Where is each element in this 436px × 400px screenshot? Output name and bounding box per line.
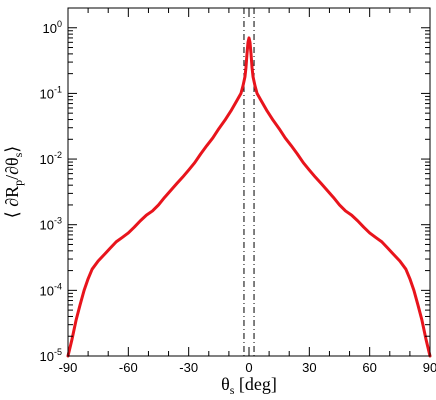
x-tick-label: -60 [119, 360, 138, 375]
y-tick-exponent: -5 [54, 347, 62, 357]
x-tick-label: -90 [59, 360, 78, 375]
curve-layer [66, 36, 432, 358]
y-tick-base: 10 [40, 283, 54, 298]
y-tick-base: 10 [43, 21, 57, 36]
reference-lines [243, 8, 255, 356]
y-tick-exponent: -4 [54, 281, 62, 291]
y-tick-exponent: -2 [54, 150, 62, 160]
y-tick-exponent: -3 [54, 216, 62, 226]
y-axis-label-part-3: ⟩ [2, 146, 22, 153]
y-tick-exponent: 0 [57, 19, 62, 29]
x-axis-label-sub: s [230, 383, 235, 397]
series-line-1 [66, 36, 432, 358]
y-axis-label-part-2: /∂θ [2, 157, 22, 180]
x-tick-label: 60 [362, 360, 376, 375]
x-axis-label: θs [deg] [221, 374, 277, 397]
ticks [67, 7, 431, 357]
x-tick-label: 0 [245, 360, 252, 375]
y-tick-label: 10-4 [40, 281, 62, 298]
plot-frame [67, 7, 431, 357]
y-tick-base: 10 [40, 218, 54, 233]
y-axis-label: ⟨ ∂Rp/∂θs⟩ [2, 146, 25, 219]
x-axis-label-main: θ [221, 374, 230, 394]
x-tick-label: 30 [302, 360, 316, 375]
y-tick-label: 10-5 [40, 347, 62, 364]
y-axis-label-sub-2: s [11, 152, 25, 157]
x-tick-label: 90 [423, 360, 436, 375]
y-tick-base: 10 [40, 152, 54, 167]
y-tick-base: 10 [40, 86, 54, 101]
y-tick-label: 10-2 [40, 150, 62, 167]
y-axis-label-sub-1: p [11, 180, 25, 186]
y-tick-base: 10 [40, 349, 54, 364]
y-tick-label: 10-1 [40, 84, 62, 101]
y-tick-label: 10-3 [40, 216, 62, 233]
x-tick-label: -30 [179, 360, 198, 375]
x-axis-label-rest: [deg] [234, 374, 276, 394]
y-tick-exponent: -1 [54, 84, 62, 94]
y-axis-label-part-1: ⟨ ∂R [2, 186, 22, 218]
y-tick-label: 100 [43, 19, 62, 36]
